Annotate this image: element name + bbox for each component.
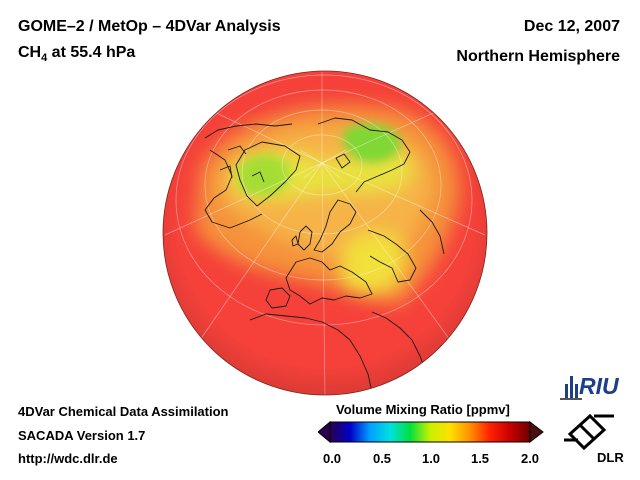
species-name: CH [18,44,42,61]
region-label: Northern Hemisphere [456,48,620,65]
riu-logo-icon [560,376,582,400]
map-title: GOME–2 / MetOp – 4DVar Analysis [18,18,281,35]
colorbar-under-arrow [318,421,331,443]
colorbar-tick-4: 2.0 [520,451,540,466]
colorbar-tick-2: 1.0 [421,451,441,466]
footer-url[interactable]: http://wdc.dlr.de [18,451,118,466]
dlr-logo-text: DLR [597,450,624,465]
analysis-date: Dec 12, 2007 [523,18,620,35]
footer-system: 4DVar Chemical Data Assimilation [18,404,229,419]
colorbar-tick-3: 1.5 [470,451,490,466]
colorbar-tick-1: 0.5 [372,451,392,466]
footer-version: SACADA Version 1.7 [18,428,146,443]
species-subscript: 4 [41,52,48,65]
colorbar-title: Volume Mixing Ratio [ppmv] [336,402,510,417]
riu-logo-text: RIU [579,373,619,399]
colorbar [318,421,544,443]
species-level-label: CH4 at 55.4 hPa [18,44,135,64]
pressure-level: at 55.4 hPa [47,44,136,61]
dlr-logo-icon [564,413,614,451]
globe-outline [162,70,488,396]
colorbar-over-arrow [529,421,544,443]
colorbar-gradient [329,421,531,443]
colorbar-tick-0: 0.0 [322,451,342,466]
